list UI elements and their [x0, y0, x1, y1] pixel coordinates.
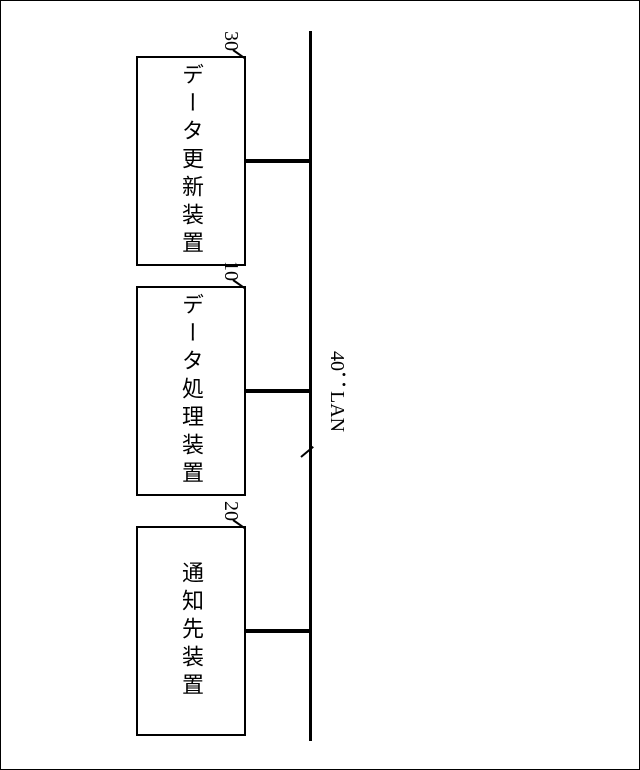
bus-label: 40：LAN	[323, 351, 352, 432]
block-box-10-label: データ処理装置	[175, 293, 207, 489]
block-box-30: データ更新装置	[136, 56, 246, 266]
block-box-20-label: 通知先装置	[175, 561, 207, 701]
block-box-10: データ処理装置	[136, 286, 246, 496]
connector-30	[246, 159, 309, 163]
block-box-30-label: データ更新装置	[175, 63, 207, 259]
block-box-20: 通知先装置	[136, 526, 246, 736]
connector-10	[246, 389, 309, 393]
bus-line	[309, 31, 312, 741]
connector-20	[246, 629, 309, 633]
ref-label-20: 20	[219, 501, 242, 521]
diagram-canvas: 通知先装置 20 データ処理装置 10 データ更新装置 30 40：LAN	[0, 0, 640, 770]
ref-label-30: 30	[219, 31, 242, 51]
